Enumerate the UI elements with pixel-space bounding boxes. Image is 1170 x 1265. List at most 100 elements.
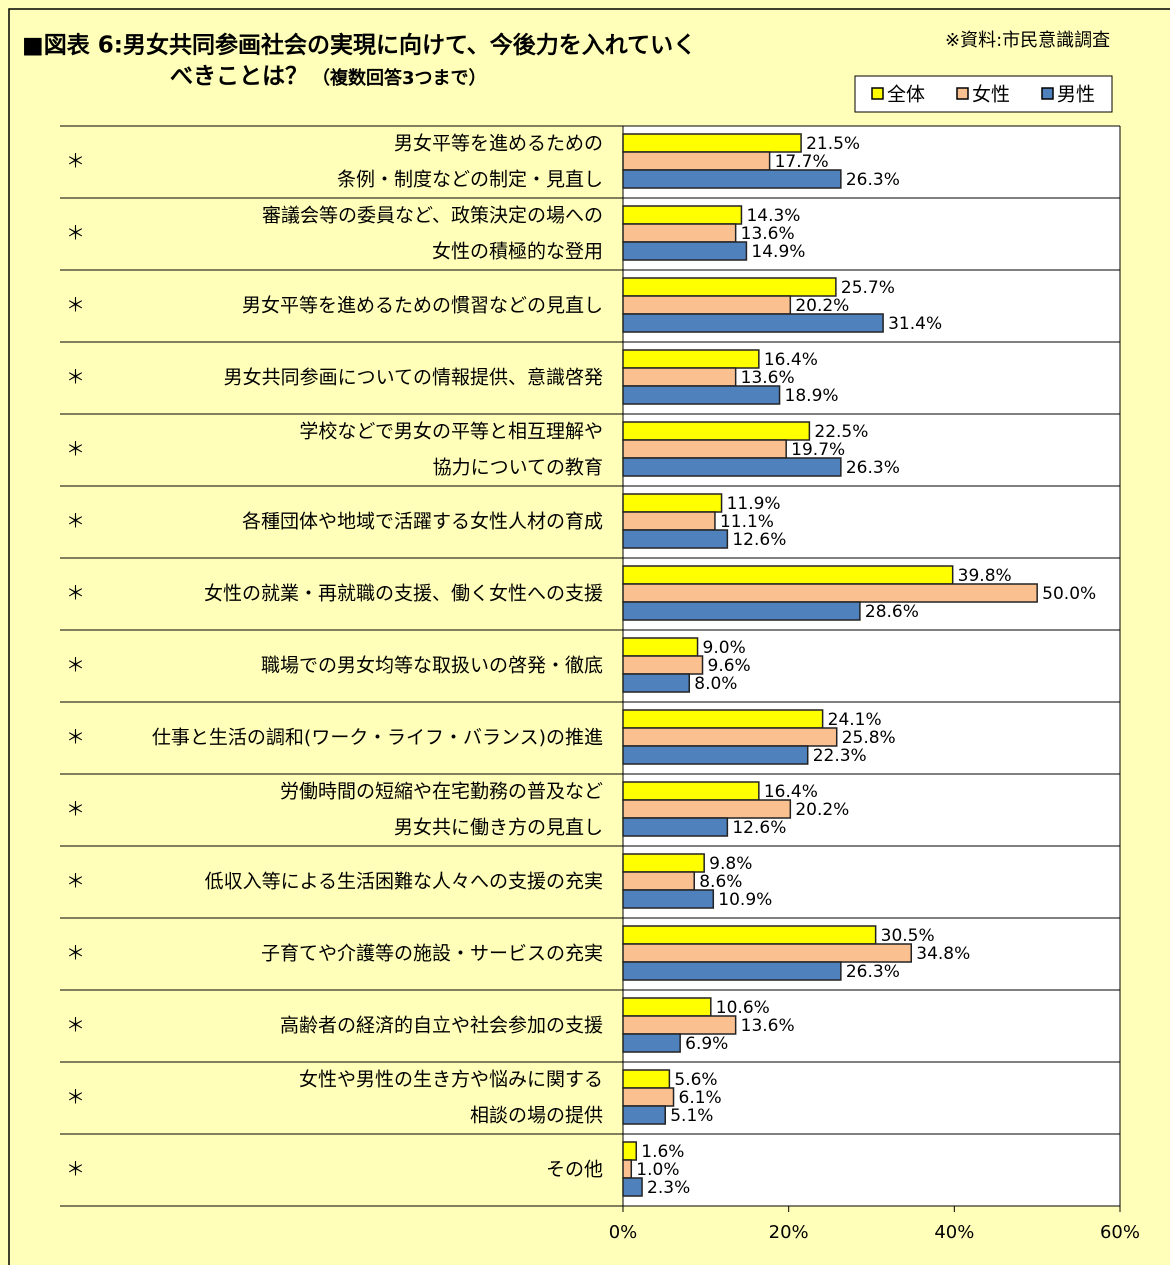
row-marker: ＊: [66, 583, 85, 605]
value-label: 1.0%: [636, 1160, 679, 1180]
value-label: 20.2%: [795, 296, 849, 316]
bar: [622, 295, 792, 315]
value-label: 16.4%: [764, 350, 818, 370]
y-tick-label: 男女平等を進めるための慣習などの見直し: [242, 295, 603, 317]
bar: [622, 529, 729, 549]
row-marker: ＊: [66, 943, 85, 965]
value-label: 28.6%: [865, 602, 919, 622]
bar: [622, 817, 729, 837]
row-marker: ＊: [66, 511, 85, 533]
bar: [622, 601, 861, 621]
value-label: 22.3%: [813, 746, 867, 766]
y-tick-label: 学校などで男女の平等と相互理解や: [299, 421, 603, 443]
bar: [622, 1087, 675, 1107]
value-label: 13.6%: [741, 1016, 795, 1036]
value-label: 22.5%: [814, 422, 868, 442]
y-tick-label: 職場での男女均等な取扱いの啓発・徹底: [261, 655, 603, 677]
y-tick-label: 女性の積極的な登用: [432, 241, 603, 263]
row-marker: ＊: [66, 1087, 85, 1109]
value-label: 25.8%: [842, 728, 896, 748]
value-label: 5.6%: [674, 1070, 717, 1090]
y-tick-label: 女性や男性の生き方や悩みに関する: [299, 1069, 603, 1091]
value-label: 20.2%: [795, 800, 849, 820]
legend-label: 女性: [972, 84, 1010, 106]
legend-swatch: [956, 87, 969, 100]
y-tick-label: 仕事と生活の調和(ワーク・ライフ・バランス)の推進: [152, 727, 603, 749]
y-tick-label: 男女平等を進めるための: [394, 133, 603, 155]
bar: [622, 493, 723, 513]
y-tick-label: 審議会等の委員など、政策決定の場への: [262, 205, 603, 227]
value-label: 8.0%: [694, 674, 737, 694]
row-marker: ＊: [66, 151, 85, 173]
row-marker: ＊: [66, 799, 85, 821]
value-label: 21.5%: [806, 134, 860, 154]
value-label: 19.7%: [791, 440, 845, 460]
bar: [622, 637, 699, 657]
bar: [622, 781, 760, 801]
bar: [622, 223, 737, 243]
y-tick-label: 子育てや介護等の施設・サービスの充実: [261, 943, 603, 965]
value-label: 8.6%: [699, 872, 742, 892]
bar: [622, 457, 842, 477]
y-tick-label: 男女共同参画についての情報提供、意識啓発: [224, 367, 603, 389]
x-tick-label: 60%: [1100, 1222, 1140, 1243]
value-label: 1.6%: [641, 1142, 684, 1162]
legend-label: 男性: [1057, 84, 1095, 106]
row-marker: ＊: [66, 727, 85, 749]
bar: [622, 745, 809, 765]
y-tick-label: 労働時間の短縮や在宅勤務の普及など: [280, 781, 603, 803]
value-label: 13.6%: [741, 224, 795, 244]
bar: [622, 1105, 666, 1125]
bar: [622, 925, 877, 945]
bar: [622, 367, 737, 387]
value-label: 6.9%: [685, 1034, 728, 1054]
value-label: 5.1%: [670, 1106, 713, 1126]
value-label: 11.1%: [720, 512, 774, 532]
bar: [622, 385, 781, 405]
bar: [622, 565, 954, 585]
chart-subtitle: （複数回答3つまで）: [312, 67, 487, 89]
bar: [622, 727, 838, 747]
value-label: 6.1%: [679, 1088, 722, 1108]
bar: [622, 277, 837, 297]
value-label: 26.3%: [846, 458, 900, 478]
bar: [622, 511, 716, 531]
bar: [622, 1033, 681, 1053]
value-label: 16.4%: [764, 782, 818, 802]
value-label: 25.7%: [841, 278, 895, 298]
bar: [622, 583, 1038, 603]
bar: [622, 871, 695, 891]
value-label: 10.6%: [716, 998, 770, 1018]
chart-title: べきことは？: [170, 64, 308, 90]
row-marker: ＊: [66, 1015, 85, 1037]
bar: [622, 439, 787, 459]
value-label: 24.1%: [828, 710, 882, 730]
chart-title: ■図表 6:男女共同参画社会の実現に向けて、今後力を入れていく: [22, 32, 696, 59]
bar: [622, 421, 811, 441]
value-label: 2.3%: [647, 1178, 690, 1198]
bar: [622, 997, 712, 1017]
value-label: 12.6%: [732, 818, 786, 838]
value-label: 13.6%: [741, 368, 795, 388]
value-label: 10.9%: [718, 890, 772, 910]
bar: [622, 889, 715, 909]
y-tick-label: 各種団体や地域で活躍する女性人材の育成: [242, 511, 603, 533]
value-label: 18.9%: [785, 386, 839, 406]
value-label: 9.0%: [703, 638, 746, 658]
value-label: 50.0%: [1042, 584, 1096, 604]
legend-label: 全体: [887, 84, 925, 106]
frame: [8, 8, 1170, 1265]
y-tick-label: 女性の就業・再就職の支援、働く女性への支援: [204, 583, 603, 605]
bar: [622, 349, 760, 369]
bar: [622, 655, 704, 675]
value-label: 26.3%: [846, 962, 900, 982]
x-tick-label: 20%: [769, 1222, 809, 1243]
y-tick-label: 男女共に働き方の見直し: [394, 817, 603, 839]
value-label: 14.3%: [746, 206, 800, 226]
legend: [854, 75, 1113, 113]
bar: [622, 133, 802, 153]
legend-swatch: [871, 87, 884, 100]
row-marker: ＊: [66, 1159, 85, 1181]
row-marker: ＊: [66, 223, 85, 245]
